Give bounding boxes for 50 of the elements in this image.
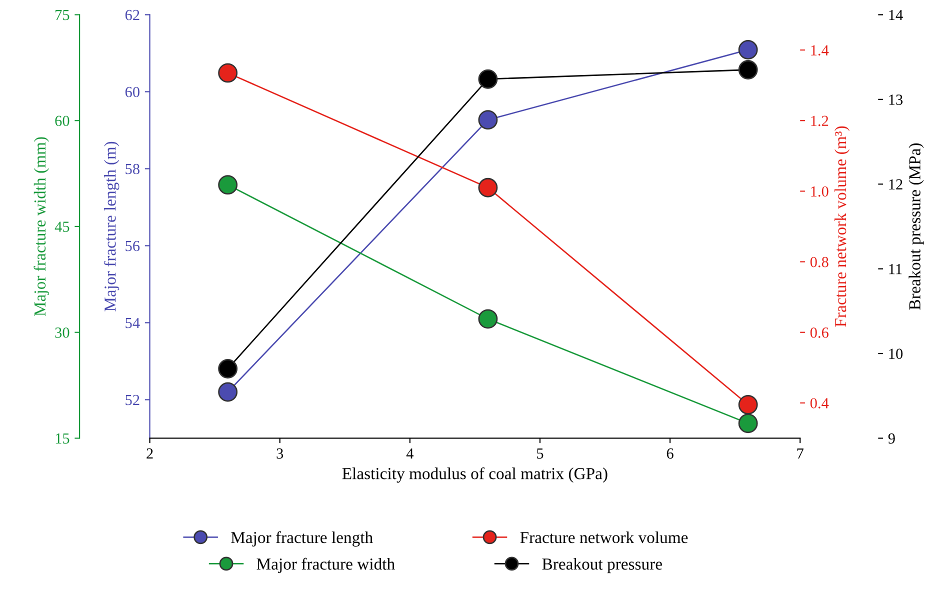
x-tick-label: 3	[276, 448, 284, 459]
x-tick-label: 4	[406, 448, 414, 459]
point	[478, 110, 498, 130]
y2-tick-label: 14	[889, 10, 903, 20]
point	[218, 63, 238, 83]
legend-label: Fracture network volume	[520, 531, 688, 544]
point	[478, 309, 498, 329]
x-tick-label: 2	[146, 448, 153, 459]
y-axis-title: Major fracture length (m)	[104, 142, 120, 312]
y-tick-label: 54	[126, 318, 140, 328]
point	[478, 69, 498, 89]
y2-tick-label: 9	[888, 433, 895, 444]
y-tick-label: 75	[56, 10, 70, 20]
y2-tick-label: 1.2	[811, 116, 828, 126]
y-tick-label: 45	[54, 222, 70, 232]
x-tick-label: 6	[666, 448, 674, 459]
y2-tick-label: 0.4	[810, 398, 829, 408]
point	[738, 60, 758, 80]
y2-tick-label: 1.4	[811, 45, 829, 56]
y2-tick-label: 12	[889, 179, 902, 190]
y-tick-label: 60	[125, 86, 140, 98]
y-tick-label: 15	[56, 433, 70, 444]
point	[738, 414, 758, 434]
x-axis-title: Elasticity modulus of coal matrix (GPa)	[342, 467, 608, 483]
y2-tick-label: 0.6	[810, 327, 828, 338]
point	[218, 175, 238, 195]
y2-tick-label: 11	[889, 264, 902, 274]
y-tick-label: 30	[55, 327, 70, 338]
y2-axis-title: Breakout pressure (MPa)	[908, 143, 924, 310]
point	[218, 382, 238, 402]
y-tick-label: 56	[126, 240, 140, 252]
x-tick-label: 5	[537, 448, 544, 459]
legend-label: Major fracture width	[256, 558, 395, 574]
y2-tick-label: 13	[889, 94, 903, 105]
y-tick-label: 52	[126, 394, 140, 406]
y-tick-label: 58	[126, 164, 140, 174]
point	[218, 359, 238, 378]
point	[478, 178, 498, 198]
y2-axis-title: Fracture network volume (m³)	[834, 126, 850, 327]
y-tick-label: 62	[125, 10, 140, 20]
y2-tick-label: 0.8	[810, 256, 828, 268]
point	[738, 40, 758, 60]
y2-tick-label: 10	[889, 348, 903, 359]
legend-label: Major fracture length	[231, 531, 373, 547]
y-axis-title: Major fracture width (mm)	[34, 137, 49, 316]
y-tick-label: 60	[55, 116, 70, 126]
legend-label: Breakout pressure	[542, 558, 662, 574]
y2-tick-label: 1.0	[811, 186, 828, 197]
x-tick-label: 7	[797, 448, 804, 459]
point	[738, 394, 758, 414]
